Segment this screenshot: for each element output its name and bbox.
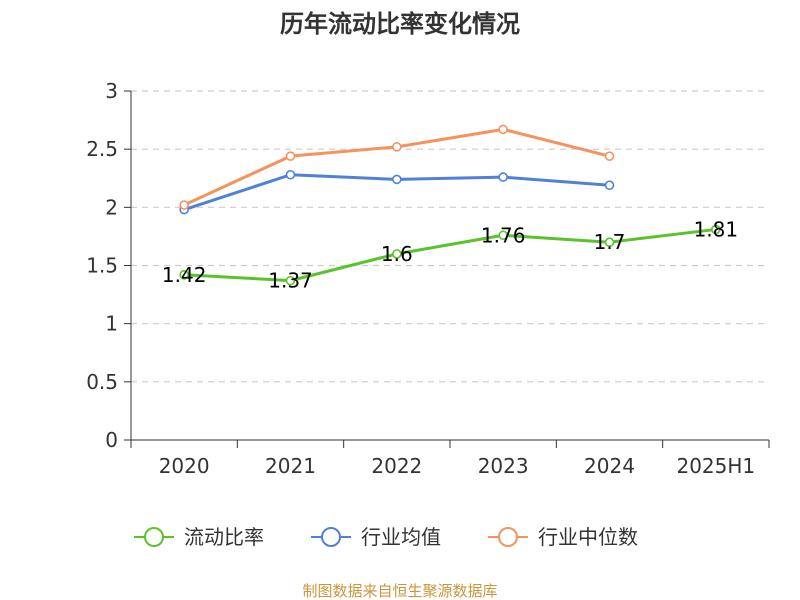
source-text: 制图数据来自恒生聚源数据库 (302, 582, 497, 600)
data-point (179, 200, 189, 210)
data-point (392, 142, 402, 152)
y-tick-label: 1 (105, 312, 118, 336)
x-tick-label: 2021 (265, 454, 316, 478)
legend-swatch-marker (498, 527, 518, 547)
y-tick-label: 2 (105, 195, 118, 219)
legend-item[interactable]: 行业均值 (311, 525, 441, 549)
legend-item[interactable]: 行业中位数 (488, 525, 638, 549)
x-tick-label: 2020 (159, 454, 210, 478)
data-label: 1.7 (594, 230, 626, 254)
data-point (498, 124, 508, 135)
data-label: 1.76 (481, 223, 526, 247)
series-layer (179, 124, 721, 286)
y-tick-label: 1.5 (86, 254, 118, 278)
y-tick-label: 3 (105, 79, 118, 103)
data-label: 1.42 (162, 263, 207, 287)
y-tick-label: 2.5 (86, 137, 118, 161)
legend-swatch-marker (321, 527, 341, 547)
series-line-0 (182, 227, 718, 283)
data-point (498, 230, 508, 241)
legend-label: 流动比率 (184, 525, 264, 549)
legend-item[interactable]: 流动比率 (134, 525, 264, 549)
data-label: 1.81 (694, 217, 739, 241)
data-point (392, 249, 402, 259)
data-point (498, 172, 508, 182)
data-point (285, 151, 296, 161)
data-label: 1.37 (268, 269, 313, 293)
data-point (179, 270, 189, 280)
axes: 0 0.5 1 1.5 2 2.5 3 2020 2021 2022 2023 2024 2025H1 (86, 79, 770, 478)
data-point (604, 237, 615, 248)
y-tick-label: 0 (105, 428, 118, 452)
series-line-2 (182, 127, 611, 207)
x-tick-label: 2022 (371, 454, 422, 478)
x-tick-label: 2025H1 (676, 454, 755, 478)
legend-label: 行业中位数 (538, 525, 638, 549)
data-label: 1.6 (381, 242, 413, 266)
data-point (392, 174, 402, 185)
legend-swatch-marker (144, 527, 164, 547)
x-tick-label: 2023 (478, 454, 529, 478)
chart-title: 历年流动比率变化情况 (280, 10, 520, 38)
legend: 流动比率 行业均值 行业中位数 (134, 525, 638, 549)
data-point (285, 275, 296, 286)
data-labels: 1.42 1.37 1.6 1.76 1.7 1.81 (162, 217, 738, 292)
grid (131, 90, 769, 383)
legend-label: 行业均值 (361, 525, 441, 549)
data-point (604, 151, 615, 161)
y-tick-label: 0.5 (86, 370, 118, 394)
data-point (604, 180, 615, 191)
data-point (285, 169, 296, 180)
x-tick-label: 2024 (584, 454, 635, 478)
data-point (711, 224, 721, 235)
